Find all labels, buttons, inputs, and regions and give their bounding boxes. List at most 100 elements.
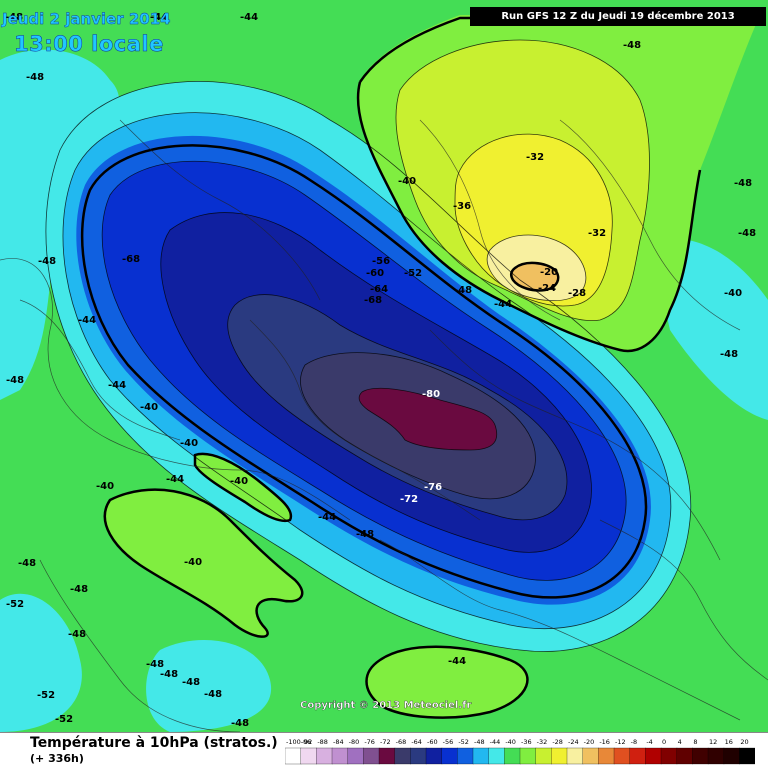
contour-west-small-blob [193,452,293,523]
legend-label: 0 [662,738,666,746]
map-label: -52 [6,599,24,610]
copyright-notice: Copyright © 2013 Meteociel.fr [300,700,472,711]
map-label: -28 [568,288,586,299]
legend-label: -8 [631,738,637,746]
legend-swatch [676,747,693,765]
legend-swatch [347,747,364,765]
run-info-banner: Run GFS 12 Z du Jeudi 19 décembre 2013 [470,7,766,26]
legend-swatch [394,747,411,765]
map-label: -44 [78,315,96,326]
legend-label: -52 [458,738,469,746]
map-label: -52 [404,268,422,279]
map-label: -48 [204,689,222,700]
map-label: -68 [122,254,140,265]
legend-label: 20 [740,738,748,746]
legend-swatch [645,747,662,765]
map-label: -40 [140,402,158,413]
map-label: -48 [623,40,641,51]
legend-label: -4 [646,738,652,746]
map-label: -48 [454,285,472,296]
legend-label: -80 [349,738,360,746]
legend-swatch [472,747,490,765]
map-label: -36 [453,201,471,212]
map-label: -48 [738,228,756,239]
legend-swatch [300,747,317,765]
legend-label: -84 [333,738,344,746]
map-label: -40 [184,557,202,568]
map-label: -40 [96,481,114,492]
map-label: -48 [146,659,164,670]
legend-swatch [425,747,443,765]
map-label: -48 [720,349,738,360]
legend-swatch [660,747,678,765]
contour-labels: -48 -44 -48 -44 -48 -68 -56 -60 -52 -64 … [5,12,756,729]
legend-label: -64 [411,738,422,746]
legend-swatch [598,747,615,765]
warm-pool-core [511,262,559,291]
map-label: -44 [108,380,126,391]
cyan-zone-south [146,640,272,732]
legend-swatch [441,747,458,765]
map-label: -20 [540,267,558,278]
map-label: -56 [372,256,390,267]
legend-swatch [582,747,599,765]
legend-swatch [613,747,631,765]
legend-swatch [316,747,333,765]
legend-footer: Température à 10hPa (stratos.) (+ 336h) … [0,732,768,769]
thick-contours [80,16,760,719]
blob-south [366,646,528,718]
legend-swatch [457,747,474,765]
map-label: -80 [422,389,440,400]
legend-label: -16 [599,738,610,746]
contour-south-blob [365,645,529,719]
color-scale-legend: -100-96-92 -88 -84 -80 -76 -72 -68 -64 -60 -56 -52… [285,738,755,765]
map-label: -48 [734,178,752,189]
legend-label: -12 [615,738,626,746]
map-label: -48 [182,677,200,688]
map-label: -44 [166,474,184,485]
map-label: -76 [424,482,442,493]
legend-label: -92 [302,738,313,746]
legend-label: -68 [396,738,407,746]
core-minus80 [359,388,497,450]
legend-swatch [566,747,584,765]
legend-label: -48 [474,738,485,746]
legend-swatch [723,747,740,765]
map-label: -32 [588,228,606,239]
map-label: -52 [55,714,73,725]
map-label: -48 [356,529,374,540]
map-label: -44 [240,12,258,23]
map-label: -48 [6,375,24,386]
legend-label: -36 [521,738,532,746]
legend-label: -88 [317,738,328,746]
legend-label: -56 [443,738,454,746]
map-label: -24 [538,283,556,294]
map-label: -40 [724,288,742,299]
legend-label: 12 [709,738,717,746]
legend-swatch [410,747,427,765]
blob-west-small [195,453,291,521]
legend-label: -20 [584,738,595,746]
map-label: -32 [526,152,544,163]
legend-swatch [285,747,302,765]
contour-minus68 [80,144,648,599]
legend-label: -40 [505,738,516,746]
legend-swatch [363,747,380,765]
variable-title: Température à 10hPa (stratos.) [30,735,278,751]
map-label: -72 [400,494,418,505]
legend-label: -72 [380,738,391,746]
forecast-local-time: 13:00 locale [14,32,164,57]
legend-swatch [504,747,521,765]
legend-label: -32 [537,738,548,746]
map-label: -40 [230,476,248,487]
forecast-hour: (+ 336h) [30,752,84,765]
map-label: -48 [26,72,44,83]
legend-label: 16 [725,738,733,746]
map-label: -68 [364,295,382,306]
map-label: -44 [318,512,336,523]
legend-label: 4 [678,738,682,746]
legend-label: -76 [364,738,375,746]
map-label: -44 [494,299,512,310]
legend-label: 8 [693,738,697,746]
map-label: -44 [150,12,168,23]
